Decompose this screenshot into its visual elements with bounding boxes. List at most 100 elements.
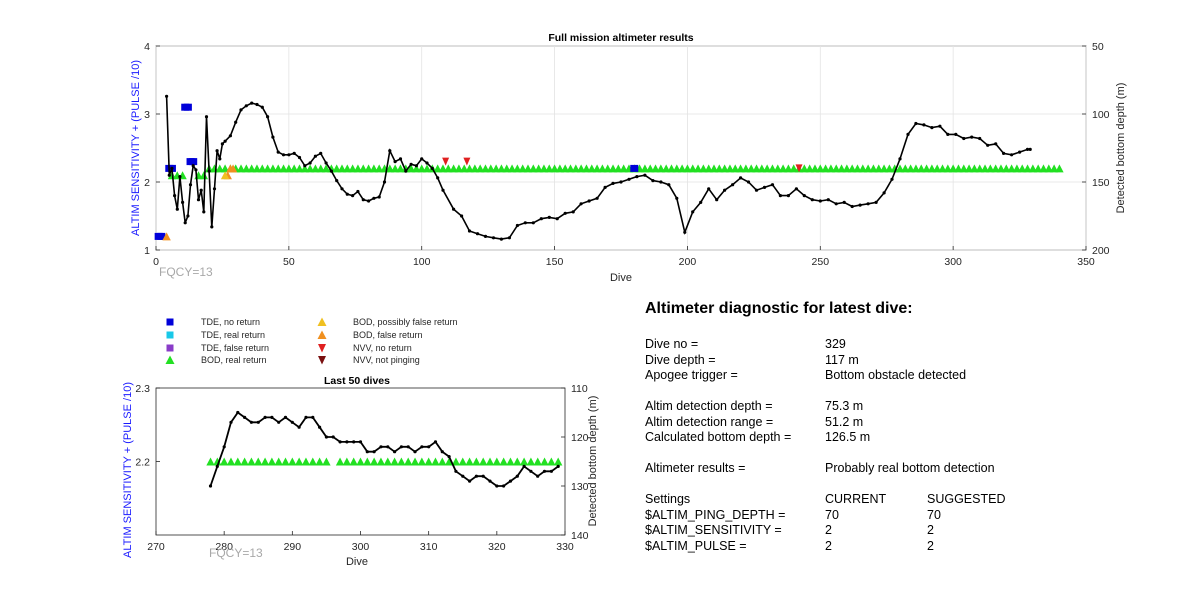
calc-depth-row: Calculated bottom depth = 126.5 m [645,430,1065,446]
bod-real-return-marker [547,457,556,466]
bod-real-return-marker [492,457,502,466]
legend-label: BOD, possibly false return [353,317,458,327]
bod-real-return-marker [449,164,458,173]
depth-point [746,180,751,184]
legend-label: TDE, false return [201,343,269,353]
nvv-marker [463,157,471,166]
bod-real-return-marker [460,164,469,173]
depth-point [571,210,575,214]
depth-point [420,445,424,449]
depth-point [627,177,631,181]
bod-real-return-marker [424,457,433,466]
depth-point [890,177,894,181]
y-tick-label-left: 3 [144,109,150,121]
dive-no-label: Dive no = [645,337,699,351]
depth-point [377,195,381,199]
depth-point [228,134,232,138]
x-tick-label: 100 [413,256,431,268]
bod-real-return-marker [821,164,830,173]
altimeter-diagnostic-panel: Altimeter diagnostic for latest dive: Di… [645,300,1065,554]
settings-label: Settings [645,492,691,506]
depth-point [223,139,227,143]
depth-point [324,435,328,439]
depth-point [425,161,429,165]
setting-name: $ALTIM_SENSITIVITY = [645,523,782,537]
bod-real-return-marker [422,164,432,173]
depth-point [531,221,535,225]
bod-real-return-marker [608,164,618,173]
y-tick-label-left: 1 [144,245,150,257]
tde-marker [157,232,166,240]
depth-point [579,202,583,206]
depth-point [898,157,902,161]
bod-real-return-marker [784,164,793,173]
depth-point [393,450,397,454]
bottom-depth-line-recent [209,411,559,487]
depth-point [358,440,363,444]
bod-real-return-marker [337,164,347,173]
bod-real-return-marker [959,164,968,173]
depth-point [427,445,431,449]
bod-real-return-marker [656,164,666,173]
depth-point [499,237,503,241]
depth-point [255,102,259,107]
depth-point [290,420,294,424]
depth-point [770,183,775,187]
legend-triangle-down-icon [318,356,326,365]
depth-point [382,180,387,184]
bod-real-return-marker [308,457,317,466]
bod-real-return-marker [800,164,809,173]
bod-real-return-marker [475,164,485,173]
bod-real-return-marker [417,164,426,173]
apogee-label: Apogee trigger = [645,368,738,382]
bod-marker [228,164,238,173]
bod-real-return-marker [1002,164,1011,173]
bod-real-return-marker [693,164,703,173]
depth-point [319,151,323,155]
depth-point [393,160,397,164]
bod-real-return-marker [349,457,358,466]
bod-real-return-marker [385,164,395,173]
bod-real-return-marker [832,164,841,173]
y-tick-label-right: 110 [571,383,588,395]
bod-real-return-marker [486,164,495,173]
altim-range-value: 51.2 m [825,414,864,429]
y-tick-label-right: 50 [1092,41,1104,53]
bod-real-return-marker [970,164,979,173]
bod-real-return-marker [773,164,782,173]
bod-real-return-marker [837,164,846,173]
bod-real-return-marker [401,164,410,173]
bod-real-return-marker [1012,164,1022,173]
depth-point [474,474,478,478]
bod-real-return-marker [991,164,1000,173]
bod-real-return-marker [390,457,399,466]
bod-real-return-marker [715,164,724,173]
depth-point [270,415,274,419]
x-tick-label: 300 [944,256,962,268]
x-tick-label: 330 [556,541,574,553]
depth-point [667,183,671,187]
setting-current: 2 [825,538,832,553]
depth-point [318,425,322,429]
depth-point [858,203,862,207]
bod-real-return-marker [1055,164,1064,173]
depth-point [874,200,878,204]
dive-no-value: 329 [825,337,846,351]
bod-real-return-marker [311,164,320,173]
depth-point [204,115,209,119]
bod-real-return-marker [458,457,467,466]
bod-real-return-marker [258,164,267,173]
depth-point [507,236,511,240]
depth-point [930,126,934,130]
depth-point [515,223,520,228]
bod-real-return-marker [747,164,756,173]
bod-real-return-marker [410,457,420,466]
bod-real-return-marker [789,164,798,173]
depth-point [651,179,655,183]
bod-real-return-marker [322,457,331,466]
nvv-marker [795,164,803,173]
depth-point [186,214,190,218]
bod-real-return-marker [816,164,825,173]
